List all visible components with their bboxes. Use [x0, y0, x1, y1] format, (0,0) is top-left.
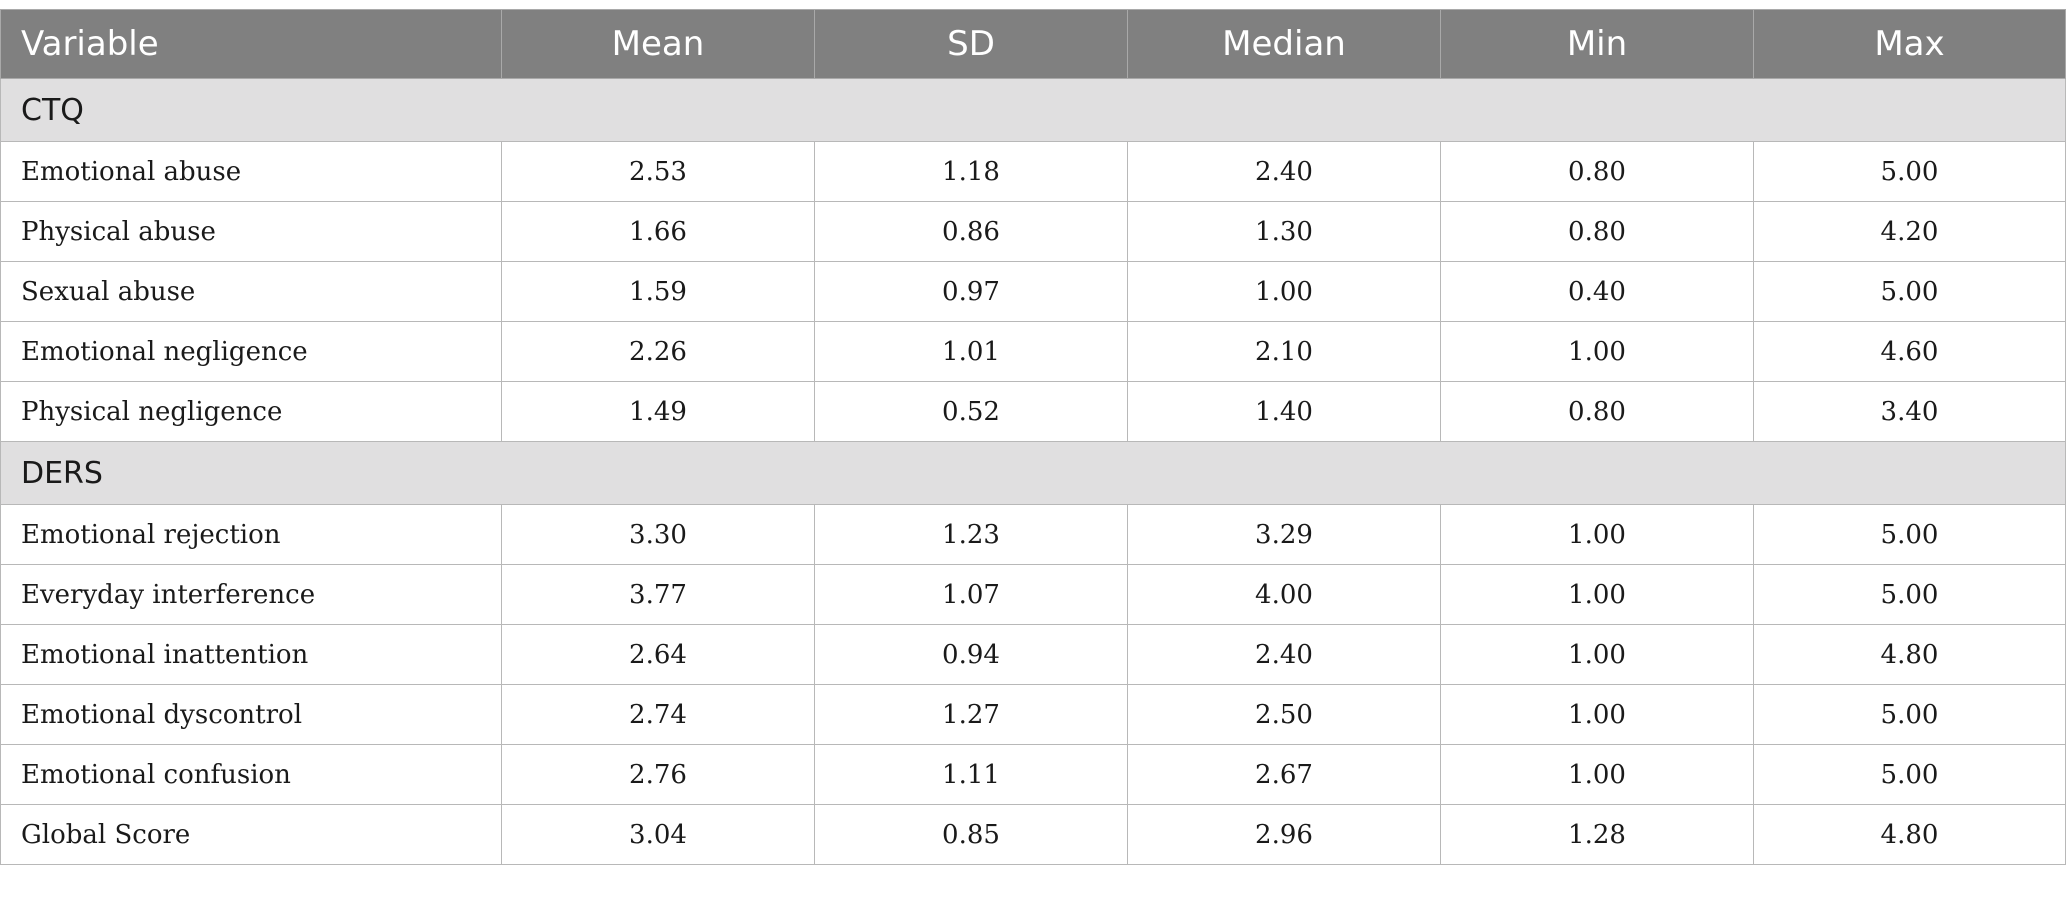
cell-variable: Physical negligence — [0, 381, 502, 442]
cell-variable: Emotional inattention — [0, 624, 502, 685]
table-row: Everyday interference 3.77 1.07 4.00 1.00 5.0… — [0, 564, 2066, 625]
cell-mean: 1.49 — [501, 381, 815, 442]
cell-variable: Sexual abuse — [0, 261, 502, 322]
cell-min: 1.00 — [1440, 744, 1754, 805]
cell-min: 1.28 — [1440, 804, 1754, 865]
cell-median: 1.30 — [1127, 201, 1441, 262]
descriptive-stats-table-container: Variable Mean SD Median Min Max CTQ Emoti… — [0, 9, 2066, 865]
cell-mean: 2.26 — [501, 321, 815, 382]
cell-sd: 1.18 — [814, 141, 1128, 202]
table-row: Physical negligence 1.49 0.52 1.40 0.80 3.40 — [0, 381, 2066, 442]
cell-min: 0.40 — [1440, 261, 1754, 322]
cell-max: 5.00 — [1753, 261, 2066, 322]
cell-mean: 1.59 — [501, 261, 815, 322]
cell-sd: 0.94 — [814, 624, 1128, 685]
table-row: Physical abuse 1.66 0.86 1.30 0.80 4.20 — [0, 201, 2066, 262]
cell-sd: 0.52 — [814, 381, 1128, 442]
cell-max: 4.80 — [1753, 624, 2066, 685]
cell-min: 1.00 — [1440, 684, 1754, 745]
header-max: Max — [1753, 9, 2066, 79]
cell-variable: Emotional dyscontrol — [0, 684, 502, 745]
cell-mean: 3.04 — [501, 804, 815, 865]
cell-median: 2.50 — [1127, 684, 1441, 745]
cell-median: 1.00 — [1127, 261, 1441, 322]
cell-max: 3.40 — [1753, 381, 2066, 442]
cell-variable: Emotional confusion — [0, 744, 502, 805]
header-mean: Mean — [501, 9, 815, 79]
table-row: Emotional confusion 2.76 1.11 2.67 1.00 5.00 — [0, 744, 2066, 805]
cell-min: 0.80 — [1440, 201, 1754, 262]
cell-min: 0.80 — [1440, 381, 1754, 442]
table-row: Sexual abuse 1.59 0.97 1.00 0.40 5.00 — [0, 261, 2066, 322]
cell-min: 1.00 — [1440, 504, 1754, 565]
cell-max: 5.00 — [1753, 744, 2066, 805]
cell-sd: 0.86 — [814, 201, 1128, 262]
header-variable: Variable — [0, 9, 502, 79]
cell-max: 5.00 — [1753, 684, 2066, 745]
table-row: Emotional negligence 2.26 1.01 2.10 1.00 4.60 — [0, 321, 2066, 382]
cell-max: 4.80 — [1753, 804, 2066, 865]
cell-mean: 2.74 — [501, 684, 815, 745]
cell-median: 2.10 — [1127, 321, 1441, 382]
cell-sd: 0.97 — [814, 261, 1128, 322]
table-row: Emotional abuse 2.53 1.18 2.40 0.80 5.00 — [0, 141, 2066, 202]
cell-sd: 1.11 — [814, 744, 1128, 805]
cell-variable: Physical abuse — [0, 201, 502, 262]
cell-max: 5.00 — [1753, 504, 2066, 565]
cell-variable: Emotional abuse — [0, 141, 502, 202]
cell-variable: Global Score — [0, 804, 502, 865]
cell-mean: 2.64 — [501, 624, 815, 685]
cell-mean: 3.30 — [501, 504, 815, 565]
table-row: Emotional rejection 3.30 1.23 3.29 1.00 5.00 — [0, 504, 2066, 565]
cell-min: 1.00 — [1440, 624, 1754, 685]
cell-sd: 1.01 — [814, 321, 1128, 382]
cell-variable: Emotional rejection — [0, 504, 502, 565]
cell-median: 2.96 — [1127, 804, 1441, 865]
cell-median: 3.29 — [1127, 504, 1441, 565]
header-sd: SD — [814, 9, 1128, 79]
cell-median: 1.40 — [1127, 381, 1441, 442]
table-row: Global Score 3.04 0.85 2.96 1.28 4.80 — [0, 804, 2066, 865]
cell-variable: Everyday interference — [0, 564, 502, 625]
cell-median: 2.40 — [1127, 624, 1441, 685]
table-header: Variable Mean SD Median Min Max — [0, 9, 2066, 79]
cell-max: 5.00 — [1753, 564, 2066, 625]
cell-variable: Emotional negligence — [0, 321, 502, 382]
section-title: DERS — [0, 441, 2066, 505]
cell-min: 1.00 — [1440, 564, 1754, 625]
section-row: DERS — [0, 441, 2066, 505]
cell-mean: 2.76 — [501, 744, 815, 805]
descriptive-stats-table: Variable Mean SD Median Min Max CTQ Emoti… — [0, 9, 2066, 865]
cell-mean: 2.53 — [501, 141, 815, 202]
cell-mean: 3.77 — [501, 564, 815, 625]
cell-max: 4.60 — [1753, 321, 2066, 382]
cell-median: 2.67 — [1127, 744, 1441, 805]
header-row: Variable Mean SD Median Min Max — [0, 9, 2066, 79]
cell-max: 4.20 — [1753, 201, 2066, 262]
cell-sd: 0.85 — [814, 804, 1128, 865]
cell-min: 0.80 — [1440, 141, 1754, 202]
cell-sd: 1.23 — [814, 504, 1128, 565]
cell-max: 5.00 — [1753, 141, 2066, 202]
cell-median: 4.00 — [1127, 564, 1441, 625]
cell-mean: 1.66 — [501, 201, 815, 262]
header-min: Min — [1440, 9, 1754, 79]
table-body: CTQ Emotional abuse 2.53 1.18 2.40 0.80 5.00 Ph… — [0, 78, 2066, 865]
section-title: CTQ — [0, 78, 2066, 142]
cell-sd: 1.07 — [814, 564, 1128, 625]
table-row: Emotional dyscontrol 2.74 1.27 2.50 1.00 5.00 — [0, 684, 2066, 745]
cell-sd: 1.27 — [814, 684, 1128, 745]
section-row: CTQ — [0, 78, 2066, 142]
table-row: Emotional inattention 2.64 0.94 2.40 1.00 4.8… — [0, 624, 2066, 685]
header-median: Median — [1127, 9, 1441, 79]
cell-median: 2.40 — [1127, 141, 1441, 202]
cell-min: 1.00 — [1440, 321, 1754, 382]
